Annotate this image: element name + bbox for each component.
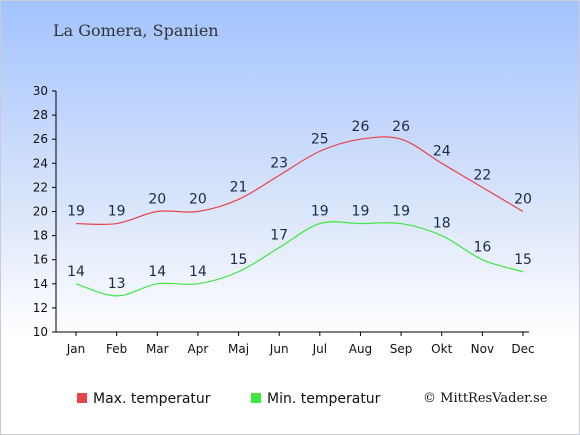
x-tick-label: Jul xyxy=(312,342,327,356)
x-tick-label: Jun xyxy=(269,342,289,356)
data-label-min: 14 xyxy=(189,264,207,280)
data-label-min: 17 xyxy=(270,228,288,244)
legend-min: Min. temperatur xyxy=(251,391,380,407)
x-tick-label: Aug xyxy=(349,342,372,356)
location-title: La Gomera, Spanien xyxy=(53,21,219,40)
legend-min-label: Min. temperatur xyxy=(267,391,381,407)
data-label-max: 20 xyxy=(148,192,166,208)
x-tick-label: Nov xyxy=(471,342,494,356)
y-tick-label: 28 xyxy=(33,108,48,122)
y-tick-label: 18 xyxy=(33,229,48,243)
x-tick-label: Apr xyxy=(188,342,209,356)
x-tick-label: Mar xyxy=(146,342,169,356)
data-label-min: 16 xyxy=(473,240,491,256)
series-line-min xyxy=(75,221,524,297)
x-tick-label: Dec xyxy=(511,342,534,356)
data-label-max: 25 xyxy=(311,131,329,147)
data-label-max: 24 xyxy=(433,143,451,159)
data-label-min: 13 xyxy=(108,276,126,292)
data-label-min: 18 xyxy=(433,216,451,232)
x-tick-label: Feb xyxy=(106,342,127,356)
data-label-max: 19 xyxy=(108,204,126,220)
y-tick-label: 12 xyxy=(33,301,48,315)
y-tick-label: 14 xyxy=(33,277,48,291)
legend-max-swatch xyxy=(77,393,87,403)
data-label-max: 19 xyxy=(67,204,85,220)
legend-max: Max. temperatur xyxy=(77,391,211,407)
data-label-min: 19 xyxy=(352,204,370,220)
y-tick-label: 20 xyxy=(33,205,48,219)
y-tick-label: 26 xyxy=(33,132,48,146)
y-tick-label: 24 xyxy=(33,156,48,170)
data-label-min: 15 xyxy=(514,252,532,268)
x-tick-label: Jan xyxy=(66,342,86,356)
y-tick-label: 30 xyxy=(33,84,48,98)
copyright-text: © MittResVader.se xyxy=(423,391,548,406)
data-label-max: 26 xyxy=(352,119,370,135)
data-label-max: 26 xyxy=(392,119,410,135)
data-label-max: 20 xyxy=(189,192,207,208)
data-label-min: 19 xyxy=(392,204,410,220)
data-label-min: 19 xyxy=(311,204,329,220)
data-label-max: 23 xyxy=(270,155,288,171)
series-line-max xyxy=(75,136,524,226)
x-tick-label: Okt xyxy=(431,342,452,356)
y-tick-label: 16 xyxy=(33,253,48,267)
data-label-max: 20 xyxy=(514,192,532,208)
data-label-min: 14 xyxy=(148,264,166,280)
y-tick-label: 22 xyxy=(33,180,48,194)
y-tick-label: 10 xyxy=(33,325,48,339)
data-label-max: 22 xyxy=(473,167,491,183)
x-tick-label: Sep xyxy=(390,342,413,356)
x-tick-label: Maj xyxy=(228,342,249,356)
data-label-min: 15 xyxy=(230,252,248,268)
legend-max-label: Max. temperatur xyxy=(93,391,211,407)
data-label-min: 14 xyxy=(67,264,85,280)
data-label-max: 21 xyxy=(230,179,248,195)
legend-min-swatch xyxy=(251,393,261,403)
